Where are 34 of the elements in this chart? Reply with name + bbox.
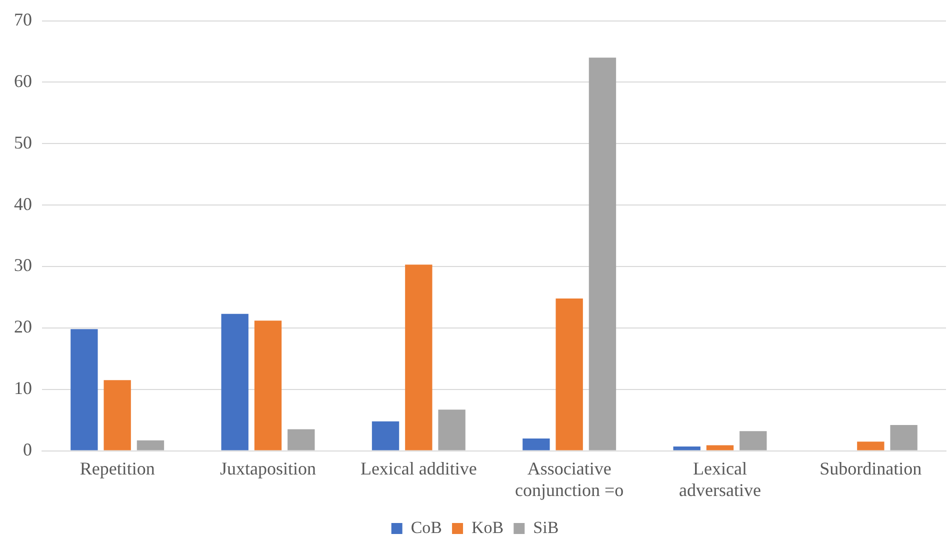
bar	[706, 445, 734, 450]
legend-label: SiB	[533, 518, 559, 537]
bar	[104, 380, 131, 450]
bar	[288, 429, 315, 450]
x-tick-label: Repetition	[80, 458, 155, 478]
x-tick-label: Associative conjunction =o	[515, 458, 624, 500]
bar	[740, 431, 767, 450]
bar	[673, 446, 700, 450]
y-tick-label: 30	[14, 255, 32, 276]
x-tick-label: Lexical additive	[360, 458, 477, 478]
x-tick-label: Subordination	[820, 458, 922, 478]
y-tick-label: 60	[14, 70, 32, 91]
bar	[556, 298, 583, 450]
bar	[588, 58, 616, 450]
y-tick-label: 0	[23, 440, 32, 460]
bar	[438, 410, 466, 450]
bar	[372, 421, 400, 450]
x-tick-label: Juxtaposition	[220, 458, 316, 478]
bar	[522, 438, 550, 450]
y-tick-label: 50	[14, 132, 32, 152]
bar	[221, 314, 248, 450]
legend-label: KoB	[472, 518, 504, 537]
legend-label: CoB	[410, 518, 442, 537]
y-tick-label: 40	[14, 194, 32, 214]
bar	[136, 440, 164, 450]
bar	[254, 320, 282, 450]
bar	[890, 425, 918, 450]
y-tick-label: 70	[14, 10, 32, 30]
x-tick-label: Lexical adversative	[679, 458, 761, 500]
y-tick-label: 10	[14, 378, 32, 398]
bar	[405, 264, 432, 450]
y-tick-label: 20	[14, 316, 32, 337]
bar	[857, 442, 884, 450]
bar	[70, 329, 98, 450]
